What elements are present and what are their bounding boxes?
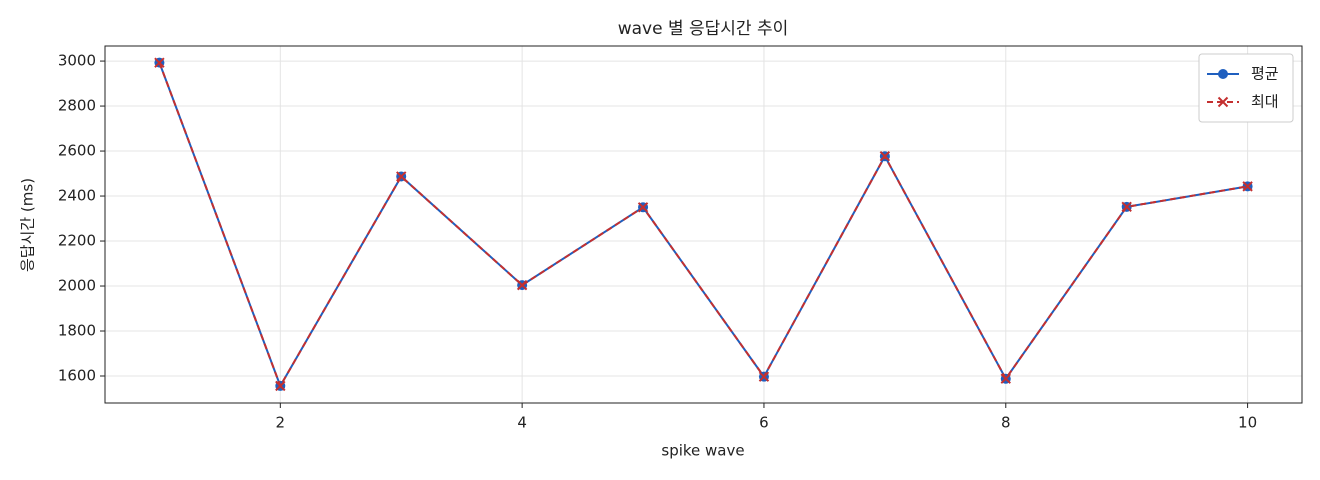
y-axis-label: 응답시간 (ms) (19, 178, 37, 272)
x-axis-label: spike wave (661, 442, 744, 460)
marker (1242, 181, 1253, 192)
marker (1217, 96, 1229, 108)
marker (1218, 69, 1228, 79)
y-tick-label: 2800 (58, 97, 96, 115)
marker (516, 279, 528, 291)
y-tick-label: 3000 (58, 52, 96, 70)
marker (879, 151, 891, 162)
x-tick-label: 4 (517, 414, 527, 432)
y-tick-label: 2200 (58, 232, 96, 250)
y-tick-label: 2400 (58, 187, 96, 205)
marker (758, 371, 770, 382)
y-tick-label: 1800 (58, 322, 96, 340)
legend-label: 최대 (1251, 93, 1279, 111)
x-tick-label: 2 (276, 414, 286, 432)
x-tick-label: 10 (1238, 414, 1257, 432)
legend-box (1198, 53, 1294, 123)
marker (275, 380, 286, 392)
series-line (158, 62, 1248, 389)
y-tick-label: 2000 (58, 277, 96, 295)
series-line (158, 62, 1248, 389)
plot-frame (104, 45, 1303, 404)
marker (154, 57, 165, 68)
marker (396, 171, 407, 182)
legend-label: 평균 (1251, 65, 1279, 83)
y-tick-label: 2600 (58, 142, 96, 160)
marker (637, 202, 649, 213)
chart-title: wave 별 응답시간 추이 (618, 19, 789, 39)
x-tick-label: 6 (759, 414, 769, 432)
y-tick-label: 1600 (58, 367, 96, 385)
marker (1121, 201, 1132, 213)
marker (1000, 373, 1011, 384)
x-tick-label: 8 (1001, 414, 1011, 432)
